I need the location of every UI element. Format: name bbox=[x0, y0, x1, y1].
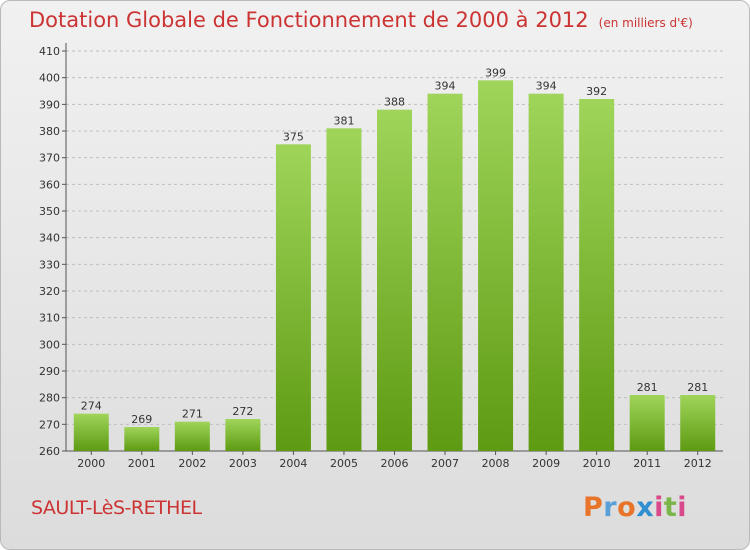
y-tick-label: 410 bbox=[39, 45, 60, 58]
logo-letter: r bbox=[603, 492, 618, 523]
bar-value-label: 269 bbox=[131, 413, 152, 426]
x-tick-label: 2007 bbox=[431, 457, 459, 470]
x-tick-label: 2002 bbox=[178, 457, 206, 470]
y-tick-label: 330 bbox=[39, 258, 60, 271]
y-tick-label: 270 bbox=[39, 418, 60, 431]
x-tick-label: 2000 bbox=[77, 457, 105, 470]
x-tick-label: 2009 bbox=[532, 457, 560, 470]
bar-value-label: 281 bbox=[637, 381, 658, 394]
bar-value-label: 394 bbox=[435, 80, 456, 93]
y-tick-label: 310 bbox=[39, 312, 60, 325]
bar bbox=[73, 413, 109, 451]
proxiti-logo: Proxiti bbox=[583, 492, 687, 523]
logo-letter: t bbox=[663, 492, 678, 523]
x-tick-label: 2006 bbox=[381, 457, 409, 470]
y-tick-label: 260 bbox=[39, 445, 60, 458]
bar bbox=[528, 93, 564, 452]
bar bbox=[377, 109, 412, 452]
bar-value-label: 381 bbox=[333, 114, 354, 127]
bar-value-label: 394 bbox=[536, 80, 557, 93]
y-tick-label: 380 bbox=[39, 125, 60, 138]
bars bbox=[73, 80, 716, 452]
bar-value-label: 274 bbox=[81, 400, 102, 413]
y-tick-label: 350 bbox=[39, 205, 60, 218]
labels: 260 270 280 290 300 310 320 330 340 350 360 370 380 3… bbox=[39, 45, 712, 470]
y-tick-label: 300 bbox=[39, 338, 60, 351]
y-tick-label: 360 bbox=[39, 178, 60, 191]
y-tick-label: 400 bbox=[39, 72, 60, 85]
logo-letter: i bbox=[677, 492, 688, 523]
logo-letter: i bbox=[654, 492, 664, 523]
bar bbox=[680, 395, 716, 451]
bar bbox=[174, 421, 210, 451]
commune-name: SAULT-LèS-RETHEL bbox=[31, 497, 202, 519]
bar bbox=[629, 395, 665, 451]
x-tick-label: 2005 bbox=[330, 457, 358, 470]
x-tick-label: 2003 bbox=[229, 457, 257, 470]
x-tick-label: 2011 bbox=[633, 457, 661, 470]
x-tick-label: 2001 bbox=[128, 457, 156, 470]
bar-value-label: 388 bbox=[384, 96, 405, 109]
bar bbox=[326, 128, 362, 451]
chart-title: Dotation Globale de Fonctionnement de 20… bbox=[29, 8, 693, 32]
bar-value-label: 281 bbox=[687, 381, 708, 394]
x-tick-label: 2004 bbox=[279, 457, 307, 470]
y-tick-label: 340 bbox=[39, 232, 60, 245]
bar bbox=[579, 99, 615, 451]
bar-value-label: 392 bbox=[586, 85, 607, 98]
x-tick-label: 2008 bbox=[482, 457, 510, 470]
bar bbox=[427, 93, 463, 452]
bar-value-label: 271 bbox=[182, 408, 203, 421]
y-tick-label: 370 bbox=[39, 152, 60, 165]
bar-value-label: 399 bbox=[485, 66, 506, 79]
y-tick-label: 280 bbox=[39, 392, 60, 405]
logo-letter: o bbox=[617, 492, 637, 523]
chart-title-text: Dotation Globale de Fonctionnement de 20… bbox=[29, 8, 589, 32]
logo-letter: P bbox=[583, 492, 604, 523]
bar-value-label: 272 bbox=[232, 405, 253, 418]
y-tick-label: 290 bbox=[39, 365, 60, 378]
bar-value-label: 375 bbox=[283, 130, 304, 143]
x-tick-label: 2012 bbox=[684, 457, 712, 470]
chart-subtitle: (en milliers d'€) bbox=[598, 16, 693, 30]
bar bbox=[275, 144, 311, 452]
bar bbox=[478, 80, 514, 451]
logo-letter: x bbox=[636, 492, 655, 523]
bar bbox=[225, 419, 261, 451]
y-tick-label: 390 bbox=[39, 98, 60, 111]
y-tick-label: 320 bbox=[39, 285, 60, 298]
x-tick-label: 2010 bbox=[583, 457, 611, 470]
bar bbox=[124, 427, 160, 451]
